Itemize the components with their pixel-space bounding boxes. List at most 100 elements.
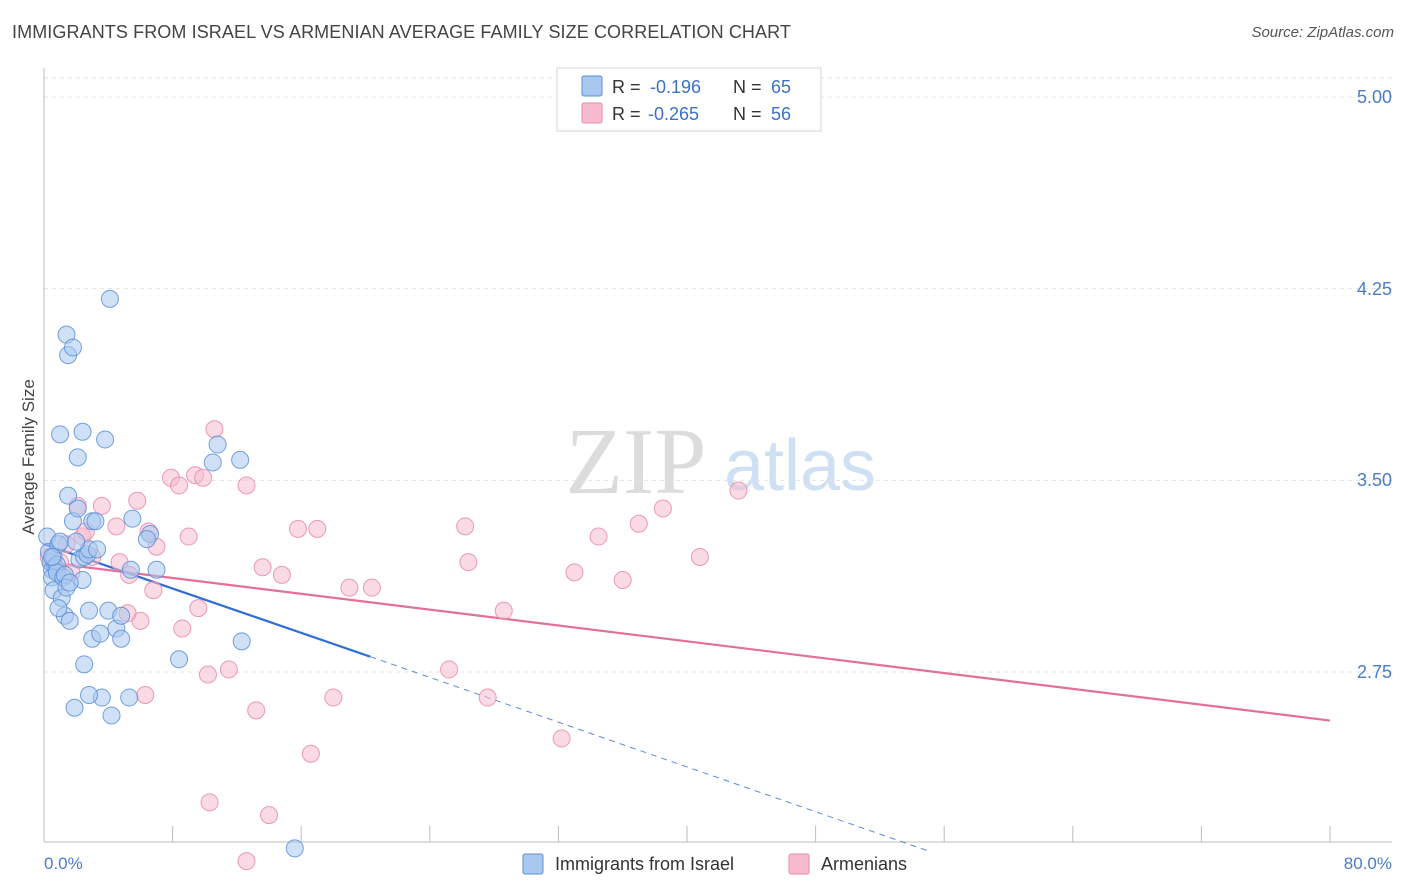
armenian-point	[92, 496, 111, 515]
israel-point	[68, 499, 87, 518]
israel-point	[51, 532, 70, 551]
israel-point	[67, 532, 86, 551]
israel-point	[170, 650, 189, 669]
y-tick-label: 3.50	[1357, 470, 1392, 490]
israel-point	[102, 706, 121, 725]
watermark-zip: ZIP	[566, 410, 707, 514]
legend-swatch-armenians	[581, 102, 603, 124]
armenian-point	[324, 688, 343, 707]
armenian-point	[253, 558, 272, 577]
legend-r-label: R =	[612, 104, 641, 124]
israel-point	[88, 540, 107, 559]
armenian-point	[136, 686, 155, 704]
armenian-point	[456, 517, 475, 536]
armenian-point	[308, 519, 327, 538]
legend-r-value: -0.265	[648, 104, 699, 124]
chart-title: IMMIGRANTS FROM ISRAEL VS ARMENIAN AVERA…	[12, 22, 792, 42]
armenian-point	[552, 729, 571, 748]
source-label: Source: ZipAtlas.com	[1251, 24, 1394, 41]
bottom-legend-swatch-israel	[522, 853, 544, 875]
armenian-point	[247, 701, 266, 720]
armenian-point	[237, 852, 256, 871]
data-points	[38, 289, 748, 871]
israel-point	[73, 422, 92, 441]
israel-point	[75, 655, 94, 674]
x-tick-label-min: 0.0%	[44, 854, 83, 873]
armenian-point	[340, 578, 359, 597]
armenian-point	[362, 578, 381, 597]
israel-point	[232, 632, 251, 651]
armenian-point	[205, 420, 224, 439]
stats-legend: R = -0.196 N = 65 R = -0.265 N = 56	[556, 67, 822, 132]
armenian-point	[170, 476, 189, 495]
israel-point	[203, 453, 222, 472]
israel-trendline-extension	[370, 656, 929, 852]
bottom-legend-label-armenians: Armenians	[821, 854, 907, 874]
y-axis-label: Average Family Size	[19, 379, 38, 535]
legend-n-value: 65	[771, 77, 791, 97]
armenian-point	[173, 619, 192, 638]
armenian-point	[260, 806, 279, 825]
series-legend: Immigrants from Israel Armenians	[522, 853, 907, 875]
legend-r-value: -0.196	[650, 77, 701, 97]
armenian-point	[729, 481, 748, 500]
armenian-point	[198, 665, 217, 684]
israel-point	[60, 573, 79, 592]
israel-point	[91, 624, 110, 643]
israel-point	[96, 430, 115, 449]
israel-point	[49, 599, 68, 618]
armenian-point	[478, 688, 497, 707]
armenian-point	[237, 476, 256, 495]
armenian-point	[565, 563, 584, 582]
bottom-legend-label-israel: Immigrants from Israel	[555, 854, 734, 874]
israel-point	[285, 839, 304, 858]
israel-point	[68, 448, 87, 467]
bottom-legend-swatch-armenians	[788, 853, 810, 875]
legend-n-label: N =	[733, 77, 762, 97]
y-tick-label: 4.25	[1357, 279, 1392, 299]
israel-point	[112, 629, 131, 648]
israel-point	[80, 686, 99, 704]
armenians-trendline	[43, 561, 1331, 722]
armenian-point	[128, 491, 147, 510]
israel-point	[63, 338, 82, 357]
armenian-point	[179, 527, 198, 546]
grid-lines	[44, 77, 1392, 673]
israel-point	[120, 688, 139, 707]
armenian-point	[301, 744, 320, 763]
israel-point	[137, 530, 156, 549]
armenian-point	[288, 519, 307, 538]
armenian-point	[272, 565, 291, 584]
israel-point	[121, 560, 140, 579]
armenian-point	[589, 527, 608, 546]
legend-n-value: 56	[771, 104, 791, 124]
y-tick-label: 2.75	[1357, 662, 1392, 682]
trendlines	[43, 543, 1331, 852]
israel-point	[59, 486, 78, 505]
legend-r-label: R =	[612, 77, 641, 97]
armenian-point	[440, 660, 459, 679]
israel-point	[43, 548, 62, 566]
armenian-point	[194, 468, 213, 487]
israel-point	[123, 509, 142, 528]
armenian-point	[653, 499, 672, 518]
armenian-point	[107, 517, 126, 536]
armenian-point	[144, 581, 163, 600]
israel-point	[86, 512, 105, 531]
israel-point	[231, 450, 250, 469]
israel-point	[65, 698, 84, 717]
israel-point	[80, 601, 99, 620]
axes	[43, 68, 1392, 843]
israel-point	[51, 425, 70, 444]
armenian-point	[690, 548, 709, 566]
israel-point	[60, 611, 79, 630]
israel-point	[147, 560, 166, 579]
israel-point	[208, 435, 227, 454]
armenian-point	[219, 660, 238, 679]
y-tick-label: 5.00	[1357, 87, 1392, 107]
armenian-point	[459, 553, 478, 572]
watermark-atlas: atlas	[724, 426, 876, 506]
armenian-point	[613, 571, 632, 589]
x-tick-label-max: 80.0%	[1344, 854, 1392, 873]
